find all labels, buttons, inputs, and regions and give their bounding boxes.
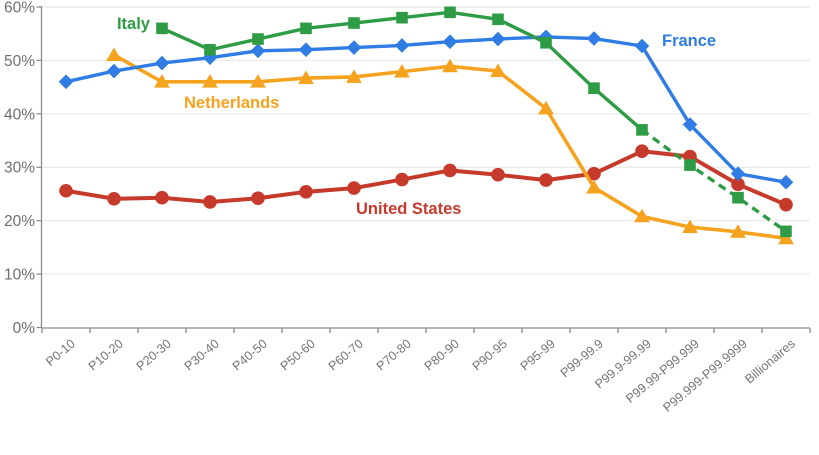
x-tick-label: P60-70 (326, 337, 366, 374)
series-italy-point-P99.999-P99.9999[interactable] (732, 191, 744, 204)
series-united-states-point-P30-40[interactable] (203, 195, 217, 209)
series-france-line (65, 35, 787, 184)
series-france-point-P40-50[interactable] (250, 43, 266, 59)
series-netherlands-point-P80-90[interactable] (442, 58, 458, 73)
series-label-france: France (662, 32, 716, 50)
series-france-point-P70-80[interactable] (394, 38, 410, 53)
series-united-states-point-P99-99.9[interactable] (587, 166, 601, 181)
series-label-italy: Italy (117, 15, 151, 33)
series-france-point-P50-60[interactable] (298, 42, 314, 58)
series-united-states-point-P50-60[interactable] (299, 185, 313, 199)
series-united-states-point-P20-30[interactable] (155, 190, 169, 205)
series-italy-line-dashed (640, 128, 787, 233)
series-france-point-P80-90[interactable] (442, 34, 458, 50)
series-united-states-point-P0-10[interactable] (59, 183, 73, 198)
series-netherlands-point-P70-80[interactable] (394, 64, 410, 78)
series-italy-point-P99.9-99.99[interactable] (636, 124, 648, 136)
series-france-point-P20-30[interactable] (154, 55, 170, 71)
series-france-point-P99.999-P99.9999[interactable] (730, 166, 746, 181)
series-france-point-P99.9-99.99[interactable] (634, 38, 650, 54)
series-netherlands-point-P99.99-P99.999[interactable] (682, 219, 698, 233)
x-tick-label: P40-50 (230, 337, 270, 374)
series-netherlands-point-P30-40[interactable] (202, 74, 218, 88)
series-label-netherlands: Netherlands (184, 94, 279, 112)
series-united-states-point-P95-99[interactable] (539, 173, 553, 187)
series-netherlands-point-Billionaires[interactable] (778, 230, 794, 245)
series-netherlands-point-P40-50[interactable] (250, 74, 266, 88)
series-italy-point-P30-40[interactable] (204, 43, 216, 56)
x-tick-label: P30-40 (182, 337, 222, 374)
y-tick-label: 20% (4, 213, 35, 230)
x-tick-label: P80-90 (422, 337, 462, 374)
series-united-states-point-P80-90[interactable] (443, 163, 457, 178)
series-united-states-point-P40-50[interactable] (251, 191, 265, 206)
series-italy-point-Billionaires[interactable] (780, 225, 792, 238)
y-tick-label: 0% (13, 320, 36, 337)
series-italy-point-P99.99-P99.999[interactable] (684, 159, 696, 171)
x-tick-label: P50-60 (278, 337, 318, 374)
series-italy-point-P60-70[interactable] (348, 17, 360, 29)
series-italy-point-P40-50[interactable] (252, 33, 264, 45)
series-italy-point-P80-90[interactable] (444, 6, 456, 19)
x-tick-label: P99.999-P99.9999 (660, 337, 749, 415)
series-france-point-P90-95[interactable] (490, 31, 506, 47)
x-tick-label: P0-10 (43, 337, 78, 369)
series-italy-point-P99-99.9[interactable] (588, 82, 600, 94)
y-tick-label: 50% (4, 53, 35, 70)
y-tick-label: 30% (4, 160, 35, 177)
series-netherlands-point-P20-30[interactable] (154, 74, 170, 88)
x-tick-label: P10-20 (86, 337, 126, 374)
y-tick-label: 10% (4, 267, 35, 284)
series-united-states-point-P99.9-99.99[interactable] (635, 144, 649, 159)
series-united-states-point-P90-95[interactable] (491, 167, 505, 182)
series-france-point-Billionaires[interactable] (778, 174, 794, 190)
series-italy-point-P20-30[interactable] (156, 22, 168, 35)
series-italy-point-P90-95[interactable] (492, 13, 504, 26)
x-tick-label: P99-99.9 (558, 337, 606, 381)
x-tick-label: P70-80 (374, 337, 414, 374)
series-netherlands-point-P99-99.9[interactable] (586, 179, 602, 194)
series-italy-point-P70-80[interactable] (396, 11, 408, 24)
series-netherlands-point-P90-95[interactable] (490, 63, 506, 77)
series-france-point-P60-70[interactable] (346, 40, 362, 55)
series-united-states-point-Billionaires[interactable] (779, 197, 793, 212)
series-label-united-states: United States (356, 200, 461, 218)
series-netherlands-point-P10-20[interactable] (106, 47, 122, 61)
series-netherlands-point-P60-70[interactable] (346, 69, 362, 83)
series-netherlands-point-P50-60[interactable] (298, 70, 314, 84)
x-tick-label: P20-30 (134, 337, 174, 374)
x-tick-label: P95-99 (518, 337, 558, 374)
series-netherlands-point-P99.9-99.99[interactable] (634, 208, 650, 223)
x-tick-label: Billionaires (742, 337, 798, 387)
series-united-states-line (65, 149, 787, 207)
series-france-point-P99-99.9[interactable] (586, 31, 602, 46)
series-france-point-P99.99-P99.999[interactable] (682, 117, 698, 132)
series-netherlands-point-P99.999-P99.9999[interactable] (730, 224, 746, 238)
x-tick-label: P90-95 (470, 337, 510, 374)
series-france-point-P10-20[interactable] (106, 63, 122, 79)
series-united-states-point-P60-70[interactable] (347, 181, 361, 195)
series-netherlands-point-P95-99[interactable] (538, 100, 554, 115)
series-united-states-point-P70-80[interactable] (395, 172, 409, 187)
series-italy-point-P50-60[interactable] (300, 22, 312, 35)
series-united-states-point-P10-20[interactable] (107, 191, 121, 206)
series-france-point-P0-10[interactable] (58, 74, 74, 90)
series-france-point-P95-99[interactable] (538, 29, 554, 45)
series-italy-point-P95-99[interactable] (540, 36, 552, 49)
y-tick-label: 60% (4, 0, 35, 16)
y-tick-label: 40% (4, 106, 35, 123)
series-united-states-point-P99.999-P99.9999[interactable] (731, 177, 745, 192)
